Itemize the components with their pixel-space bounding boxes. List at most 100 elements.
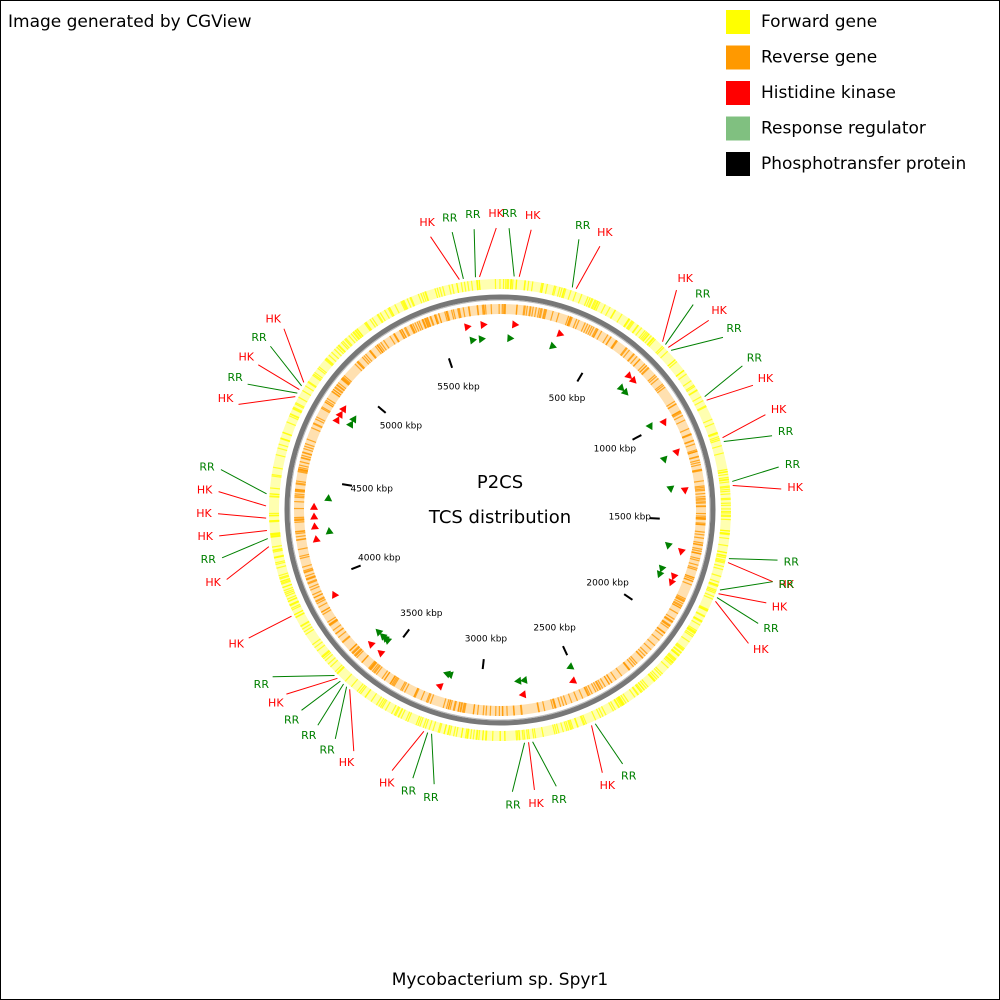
gene-stripe <box>426 693 432 704</box>
gene-stripe <box>375 696 383 706</box>
gene-stripe <box>400 709 406 719</box>
gene-stripe <box>429 316 434 326</box>
leader-line <box>706 384 754 401</box>
gene-stripe <box>587 325 593 336</box>
tick-mark <box>402 628 411 638</box>
feature-label: RR <box>779 578 795 591</box>
gene-stripe <box>334 386 344 394</box>
feature-label: RR <box>784 556 800 569</box>
gene-stripe <box>316 598 326 605</box>
gene-stripe <box>708 432 719 438</box>
gene-stripe <box>272 466 283 470</box>
gene-stripe <box>270 535 281 538</box>
gene-stripe <box>523 305 526 316</box>
gene-stripe <box>434 288 439 299</box>
gene-stripe <box>555 312 560 323</box>
gene-stripe <box>687 566 698 571</box>
gene-stripe <box>609 701 616 711</box>
gene-stripe <box>312 374 321 382</box>
gene-stripe <box>424 291 430 302</box>
tick-label: 500 kbp <box>549 394 586 404</box>
gene-stripe <box>402 300 408 310</box>
gene-stripe <box>467 306 471 317</box>
gene-stripe <box>294 493 305 496</box>
gene-stripe <box>651 633 660 641</box>
gene-stripe <box>687 449 698 454</box>
gene-stripe <box>519 704 523 715</box>
gene-stripe <box>718 476 729 480</box>
gene-stripe <box>560 722 565 733</box>
gene-stripe <box>673 600 683 607</box>
gene-stripe <box>695 522 706 525</box>
gene-stripe <box>622 693 629 703</box>
gene-stripe <box>584 686 590 697</box>
gene-stripe <box>703 594 714 600</box>
gene-stripe <box>403 683 410 693</box>
gene-stripe <box>553 285 557 296</box>
gene-stripe <box>591 710 597 721</box>
gene-stripe <box>309 583 319 589</box>
gene-stripe <box>655 666 664 675</box>
legend-swatch <box>726 10 750 34</box>
gene-stripe <box>294 489 305 493</box>
gene-stripe <box>536 307 541 318</box>
gene-stripe <box>285 592 296 597</box>
gene-stripe <box>430 315 435 326</box>
feature-marker <box>312 535 321 543</box>
gene-stripe <box>374 345 382 355</box>
gene-stripe <box>694 530 705 533</box>
gene-stripe <box>688 389 698 396</box>
leader-line <box>594 723 624 765</box>
gene-stripe <box>380 341 387 351</box>
gene-stripe <box>708 582 719 588</box>
feature-marker <box>332 590 340 599</box>
gene-stripe <box>296 537 307 541</box>
gene-stripe <box>316 644 326 652</box>
gene-stripe <box>602 334 609 344</box>
gene-stripe <box>692 543 704 547</box>
gene-stripe <box>696 405 707 411</box>
gene-stripe <box>344 338 352 347</box>
gene-stripe <box>422 718 428 729</box>
gene-stripe <box>685 629 695 637</box>
gene-stripe <box>528 306 532 317</box>
feature-label: HK <box>678 272 694 285</box>
gene-stripe <box>286 594 297 600</box>
gene-stripe <box>291 605 302 611</box>
gene-stripe <box>628 657 636 666</box>
gene-stripe <box>628 688 636 698</box>
gene-stripe <box>470 280 474 291</box>
feature-marker <box>377 649 386 658</box>
gene-stripe <box>294 403 305 409</box>
gene-stripe <box>321 650 331 658</box>
tick-mark <box>481 659 485 670</box>
feature-marker <box>671 572 679 581</box>
gene-stripe <box>631 686 639 696</box>
gene-stripe <box>587 684 593 695</box>
gene-stripe <box>452 700 457 711</box>
gene-stripe <box>420 690 426 701</box>
gene-stripe <box>312 590 322 596</box>
gene-stripe <box>393 706 400 716</box>
map-subtitle: TCS distribution <box>428 507 571 528</box>
gene-stripe <box>639 365 648 373</box>
gene-stripe <box>363 322 371 332</box>
gene-stripe <box>301 623 312 630</box>
gene-stripe <box>551 698 556 709</box>
feature-label: RR <box>199 461 215 474</box>
feature-marker <box>549 341 557 350</box>
gene-stripe <box>698 606 709 612</box>
gene-stripe <box>627 321 635 331</box>
gene-stripe <box>271 544 282 548</box>
gene-stripe <box>694 486 705 489</box>
gene-stripe <box>320 407 331 414</box>
gene-stripe <box>668 361 678 369</box>
gene-stripe <box>277 447 288 452</box>
gene-stripe <box>552 698 557 709</box>
gene-stripe <box>714 560 725 564</box>
gene-stripe <box>675 643 685 651</box>
gene-stripe <box>288 415 299 421</box>
legend-swatch <box>726 152 750 176</box>
gene-stripe <box>666 400 676 407</box>
